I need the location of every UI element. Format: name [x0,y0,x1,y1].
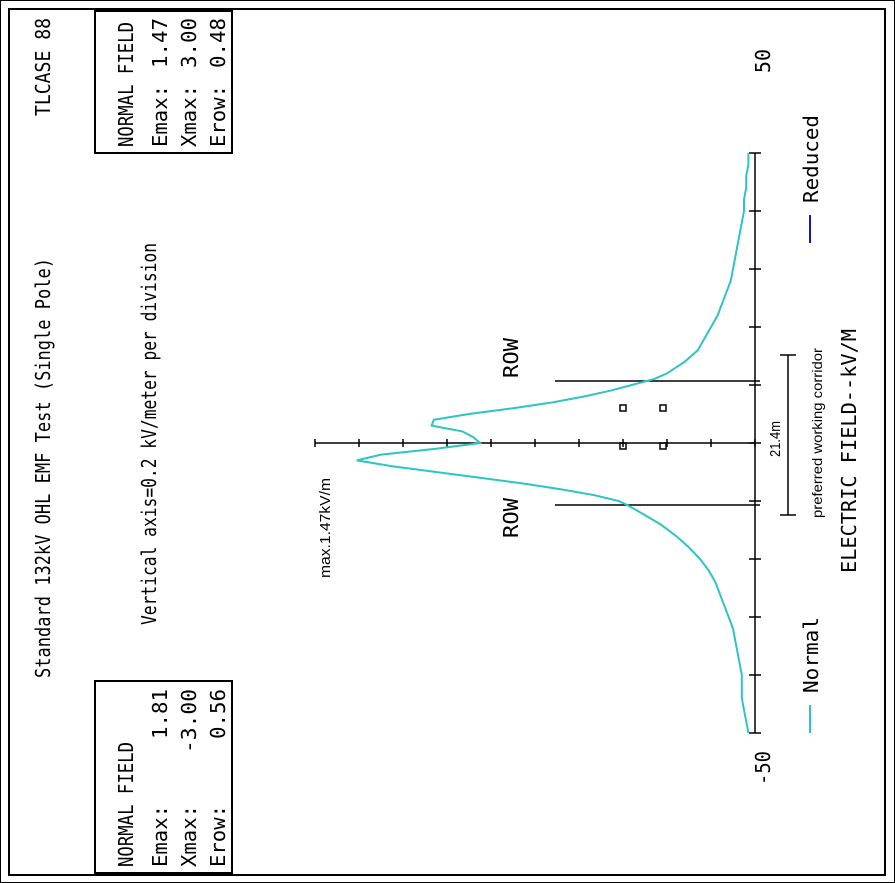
legend-normal-label: Normal [799,617,823,693]
stats-right-label-emax: Emax: [148,85,172,147]
legend-reduced-label: Reduced [799,115,823,203]
stats-left-label-erow: Erow: [206,805,230,867]
scale-note: Vertical axis=0.2 kV/meter per division [137,243,161,625]
distance-axis [749,152,761,734]
corridor-annotation: 21.4m preferred working corridor [767,348,825,518]
stats-left-value-xmax: -3.00 [177,689,201,753]
max-field-label: max.1.47kV/m [317,478,334,578]
series-normal-line [356,153,750,734]
axis-title: ELECTRIC FIELD--kV/M [837,329,861,573]
stats-right-label-erow: Erow: [206,85,230,147]
case-label: TLCASE 88 [31,18,55,116]
chart-title: Standard 132kV OHL EMF Test (Single Pole… [31,258,55,678]
row-lines [555,380,760,506]
x-max-label: 50 [751,49,775,73]
field-axis [314,439,756,447]
plot-frame [8,8,886,876]
corridor-label: preferred working corridor [809,348,825,518]
stats-box-right: NORMAL FIELD Emax: 1.47 Xmax: 3.00 Erow:… [94,10,233,154]
stats-left-heading: NORMAL FIELD [114,742,138,867]
stats-left-value-emax: 1.81 [148,689,172,739]
x-min-label: -50 [751,751,775,785]
stats-box-left: NORMAL FIELD Emax: 1.81 Xmax: -3.00 Erow… [94,680,233,874]
row-label-left: ROW [499,497,523,538]
stats-left-label-xmax: Xmax: [177,805,201,867]
stats-right-value-xmax: 3.00 [177,18,201,68]
stats-right-label-xmax: Xmax: [177,85,201,147]
stats-right-value-erow: 0.48 [206,18,230,68]
stats-right-value-emax: 1.47 [148,18,172,68]
stats-right-heading: NORMAL FIELD [114,22,138,147]
legend: Normal Reduced [799,115,823,733]
conductor-markers [619,404,667,450]
stats-left-value-erow: 0.56 [206,689,230,739]
corridor-width: 21.4m [767,421,784,457]
row-label-right: ROW [499,337,523,378]
stats-left-label-emax: Emax: [148,805,172,867]
